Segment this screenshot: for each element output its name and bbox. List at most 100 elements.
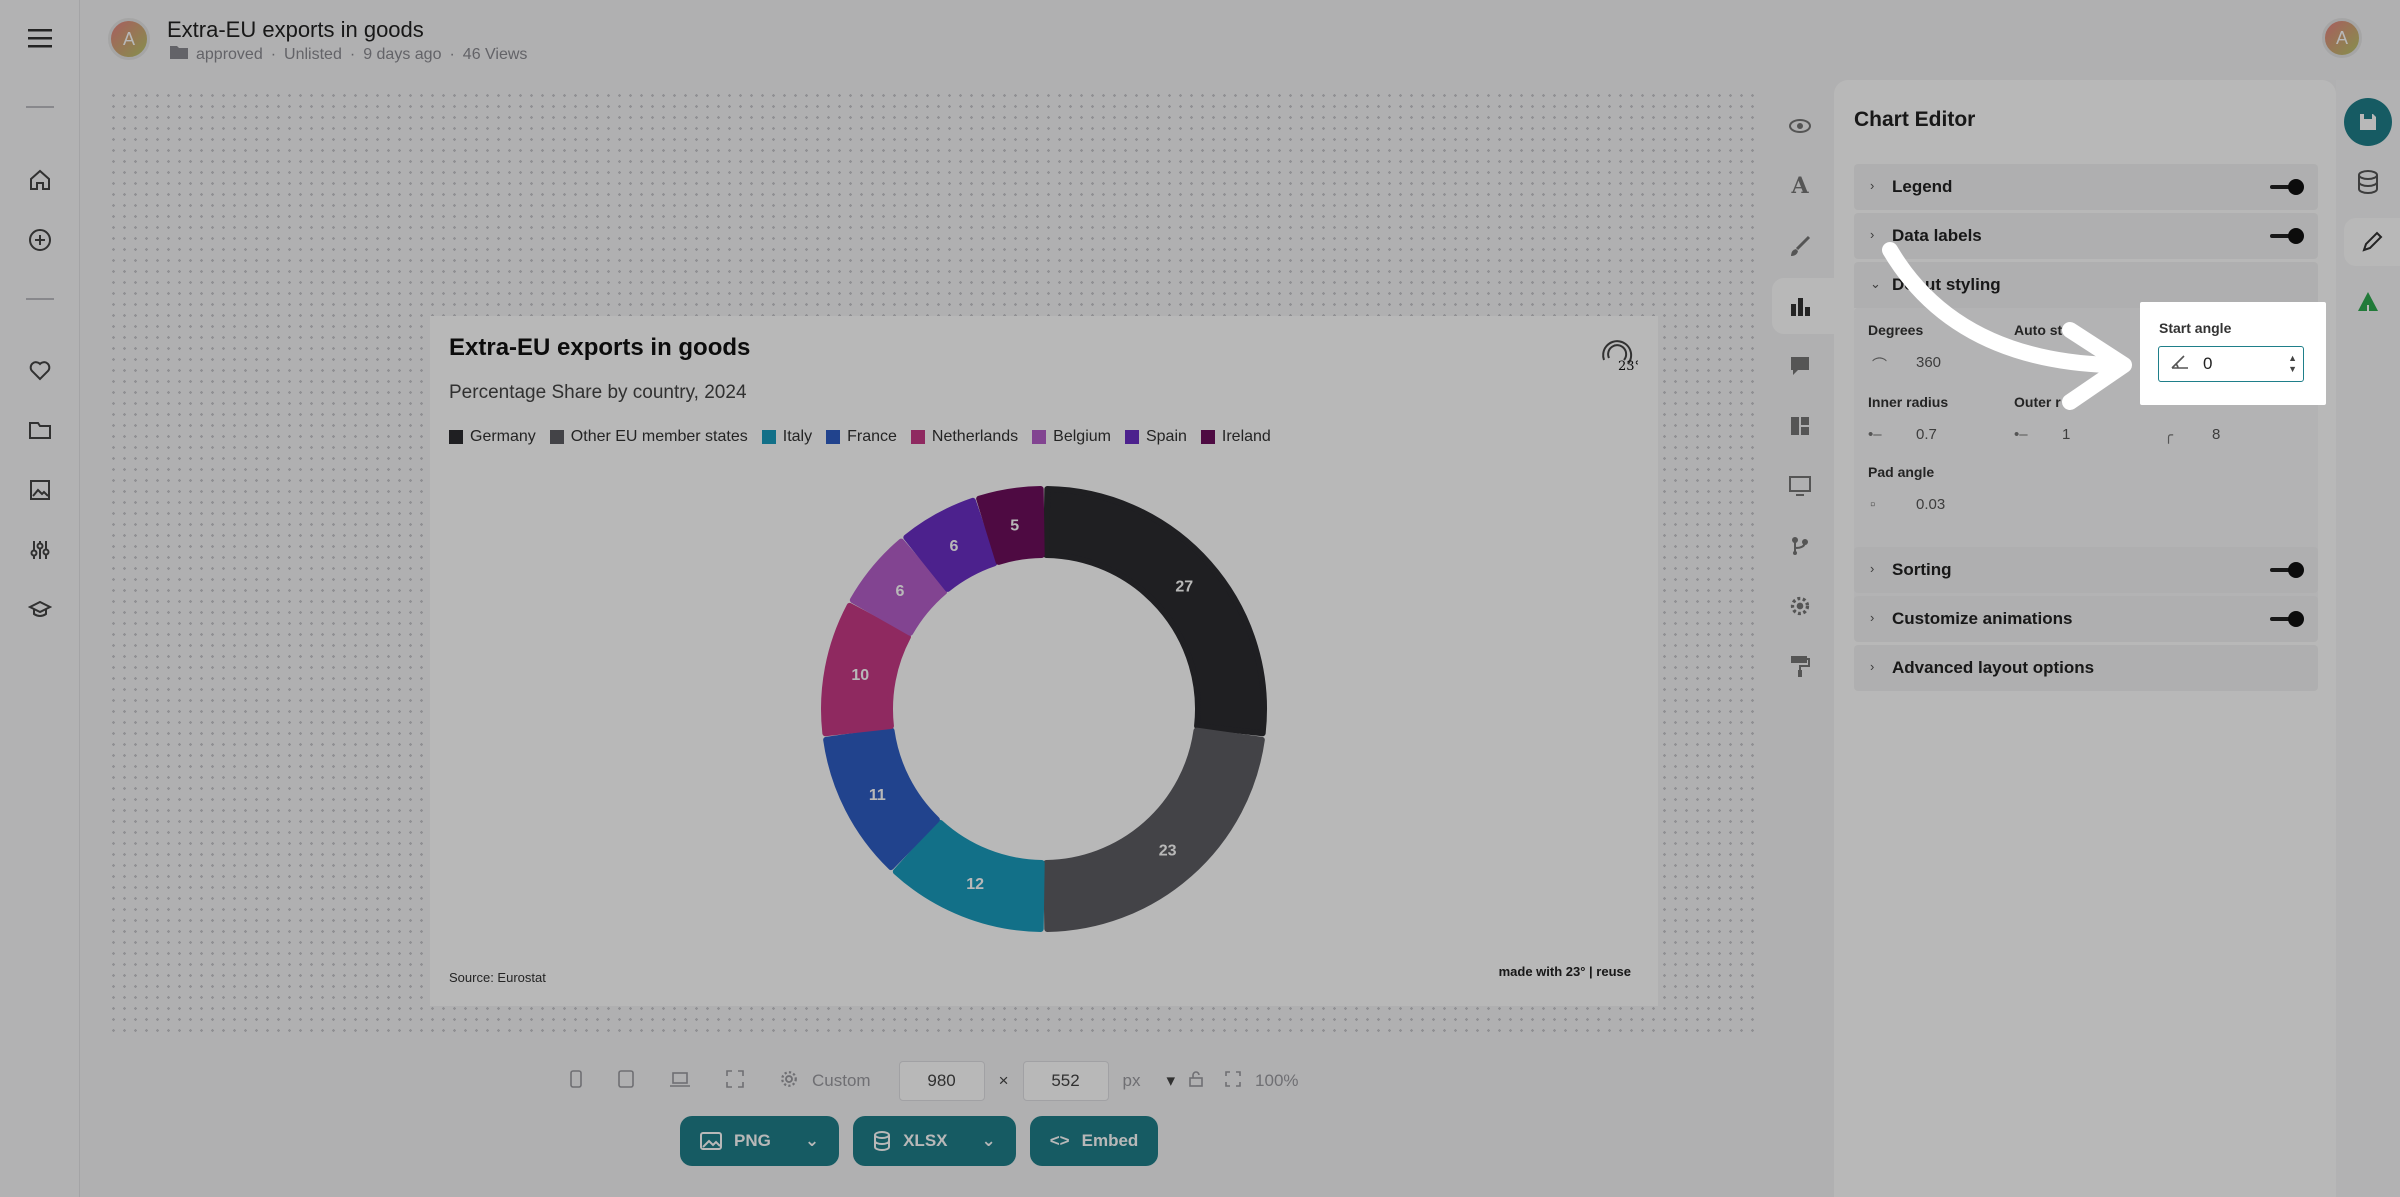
start-angle-input[interactable]: 0 ▲ ▼	[2158, 346, 2304, 382]
sliders-icon[interactable]	[22, 532, 58, 568]
logo-text: 23°	[1618, 359, 1638, 374]
times-icon: ×	[998, 1071, 1009, 1090]
save-button[interactable]	[2344, 98, 2392, 146]
legend-label: Belgium	[1053, 428, 1111, 445]
legend-swatch	[826, 430, 841, 444]
unit-dropdown-icon[interactable]: ▾	[1166, 1071, 1176, 1090]
donut-slice[interactable]	[892, 819, 1045, 932]
graduation-cap-icon[interactable]	[22, 592, 58, 628]
legend-item[interactable]: Spain	[1124, 428, 1187, 446]
fit-icon[interactable]	[1225, 1070, 1241, 1092]
donut-slice[interactable]	[903, 497, 998, 592]
png-export-button[interactable]: PNG ⌄	[680, 1116, 840, 1166]
xlsx-export-button[interactable]: XLSX ⌄	[853, 1116, 1016, 1166]
donut-slice[interactable]	[823, 727, 940, 871]
user-avatar[interactable]: A	[2322, 18, 2362, 58]
corner-radius-value[interactable]: 8	[2212, 426, 2221, 443]
editor-tool-column: A	[1772, 100, 1834, 700]
chart-title: Extra-EU exports in goods	[449, 334, 751, 361]
legend-item[interactable]: Italy	[761, 428, 812, 446]
chart-card: Extra-EU exports in goods Percentage Sha…	[430, 316, 1658, 1006]
donut-slice[interactable]	[1043, 486, 1267, 737]
legend-swatch	[1200, 430, 1215, 444]
laptop-icon[interactable]	[670, 1070, 690, 1093]
publish-button[interactable]	[2344, 278, 2392, 326]
typography-icon[interactable]: A	[1791, 173, 1809, 199]
advanced-layout-section[interactable]: › Advanced layout options	[1854, 645, 2318, 691]
database-button[interactable]	[2344, 158, 2392, 206]
zoom-level[interactable]: 100%	[1255, 1071, 1299, 1090]
data-labels-toggle[interactable]	[2270, 226, 2304, 246]
legend-item[interactable]: Other EU member states	[549, 428, 748, 446]
embed-button[interactable]: <> Embed	[1029, 1116, 1159, 1166]
folder-name[interactable]: approved	[196, 45, 263, 63]
legend-item[interactable]: Netherlands	[910, 428, 1018, 446]
arc-icon: ⌒	[1872, 357, 1888, 374]
chevron-right-icon: ›	[1870, 659, 1875, 674]
header: A Extra-EU exports in goods approved · U…	[80, 0, 2400, 80]
animations-section[interactable]: › Customize animations	[1854, 596, 2318, 642]
outer-radius-value[interactable]: 1	[2062, 426, 2071, 443]
chevron-down-icon[interactable]: ⌄	[804, 1131, 820, 1150]
start-angle-label: Start angle	[2159, 320, 2232, 336]
size-preset[interactable]: Custom	[812, 1071, 871, 1090]
home-icon[interactable]	[22, 162, 58, 198]
legend-item[interactable]: Ireland	[1200, 428, 1271, 446]
eye-icon[interactable]	[1786, 112, 1814, 140]
legend-item[interactable]: Belgium	[1032, 428, 1111, 446]
pad-icon: ▫	[1870, 496, 1876, 513]
paint-roller-icon[interactable]	[1786, 652, 1814, 680]
sorting-section[interactable]: › Sorting	[1854, 547, 2318, 593]
updated-time: 9 days ago	[363, 45, 442, 63]
donut-data-label: 11	[869, 787, 886, 804]
heart-icon[interactable]	[22, 352, 58, 388]
sorting-toggle[interactable]	[2270, 560, 2304, 580]
png-label: PNG	[734, 1131, 771, 1150]
legend-label: Germany	[470, 428, 536, 445]
data-labels-section[interactable]: › Data labels	[1854, 213, 2318, 259]
page-title[interactable]: Extra-EU exports in goods	[167, 17, 424, 42]
donut-slice[interactable]	[1043, 727, 1265, 932]
donut-slice[interactable]	[976, 486, 1045, 565]
paint-brush-icon[interactable]	[1786, 232, 1814, 260]
embed-label: Embed	[1081, 1131, 1139, 1150]
width-input[interactable]: 980	[898, 1061, 985, 1101]
donut-slice[interactable]	[821, 602, 911, 737]
chart-editor-panel: Chart Editor › Legend › Data labels ⌄ Do…	[1834, 80, 2336, 1197]
pad-angle-value[interactable]: 0.03	[1916, 496, 1946, 513]
branch-icon[interactable]	[1786, 532, 1814, 560]
legend-swatch	[910, 430, 925, 444]
edit-button[interactable]	[2344, 218, 2400, 266]
menu-icon[interactable]	[22, 20, 58, 56]
tablet-icon[interactable]	[618, 1069, 634, 1093]
chart-credit[interactable]: made with 23° | reuse	[1498, 964, 1631, 979]
start-angle-value: 0	[2203, 354, 2213, 373]
legend-section[interactable]: › Legend	[1854, 164, 2318, 210]
layout-icon[interactable]	[1786, 412, 1814, 440]
donut-data-label: 10	[851, 667, 869, 684]
comment-icon[interactable]	[1786, 352, 1814, 380]
legend-toggle[interactable]	[2270, 177, 2304, 197]
image-icon[interactable]	[22, 472, 58, 508]
animations-toggle[interactable]	[2270, 609, 2304, 629]
donut-slice[interactable]	[849, 538, 948, 636]
gear-icon[interactable]	[780, 1070, 798, 1093]
fullscreen-icon[interactable]	[726, 1069, 744, 1093]
stepper-icon[interactable]: ▲ ▼	[2288, 353, 2297, 374]
legend-item[interactable]: France	[826, 428, 897, 446]
bar-chart-icon[interactable]	[1786, 292, 1814, 320]
folder-icon[interactable]	[22, 412, 58, 448]
donut-data-label: 12	[966, 876, 984, 893]
degrees-value[interactable]: 360	[1916, 354, 1942, 371]
add-circle-icon[interactable]	[22, 222, 58, 258]
gear-icon[interactable]	[1786, 592, 1814, 620]
legend-item[interactable]: Germany	[449, 428, 536, 446]
chevron-down-icon[interactable]: ⌄	[981, 1131, 996, 1150]
height-input[interactable]: 552	[1022, 1061, 1109, 1101]
phone-icon[interactable]	[570, 1069, 582, 1093]
angle-icon	[2171, 354, 2189, 374]
inner-radius-value[interactable]: 0.7	[1916, 426, 1937, 443]
lock-icon[interactable]	[1189, 1070, 1203, 1092]
screen-image-icon[interactable]	[1786, 472, 1814, 500]
start-angle-spotlight: Start angle 0 ▲ ▼	[2140, 302, 2326, 405]
